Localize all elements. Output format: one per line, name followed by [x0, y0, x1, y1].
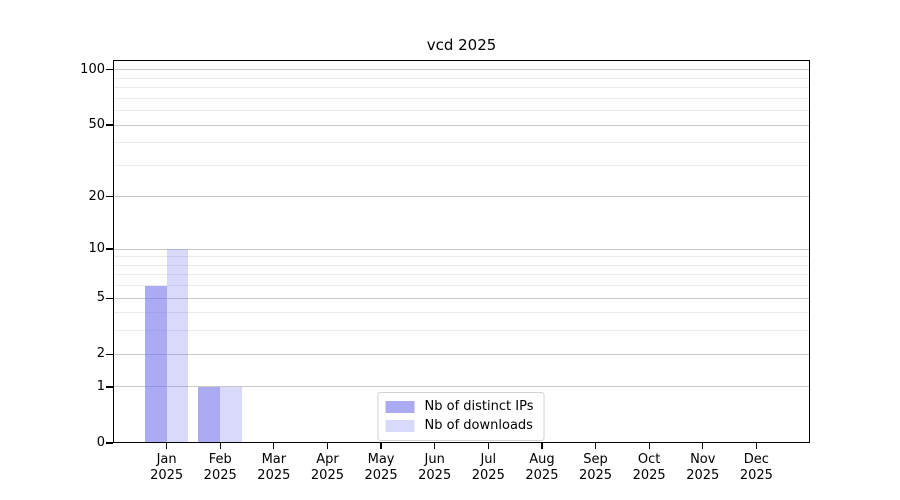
- x-tick-month: Sep: [583, 452, 608, 467]
- y-tick-mark: [106, 124, 113, 126]
- major-gridline: [113, 248, 810, 250]
- x-tick-year: 2025: [203, 468, 237, 483]
- legend-label-downloads: Nb of downloads: [424, 418, 533, 433]
- x-axis-tick-label: Apr 2025: [311, 452, 344, 484]
- x-tick-mark: [219, 443, 221, 449]
- legend-swatch-distinct-ips: [385, 400, 415, 413]
- y-tick-mark: [106, 442, 113, 444]
- minor-gridline: [113, 164, 810, 166]
- x-tick-month: Apr: [316, 452, 339, 467]
- x-axis-tick-label: Oct 2025: [633, 452, 666, 484]
- x-tick-mark: [755, 443, 757, 449]
- x-tick-month: Dec: [743, 452, 769, 467]
- y-axis-tick-label: 2: [96, 346, 105, 362]
- x-axis-tick-label: Nov 2025: [686, 452, 719, 484]
- x-tick-mark: [702, 443, 704, 449]
- major-gridline: [113, 124, 810, 126]
- x-axis-tick-label: Jan 2025: [150, 452, 183, 484]
- minor-gridline: [113, 264, 810, 266]
- minor-gridline: [113, 256, 810, 258]
- major-gridline: [113, 353, 810, 355]
- major-gridline: [113, 69, 810, 71]
- legend-label-distinct-ips: Nb of distinct IPs: [424, 399, 534, 414]
- x-axis-tick-label: Jul 2025: [472, 452, 505, 484]
- chart-title: vcd 2025: [426, 36, 497, 54]
- x-tick-mark: [541, 443, 543, 449]
- x-axis-tick-label: May 2025: [365, 452, 398, 484]
- x-axis-tick-label: Mar 2025: [257, 452, 290, 484]
- minor-gridline: [113, 285, 810, 287]
- x-tick-month: Nov: [690, 452, 716, 467]
- x-tick-month: Aug: [529, 452, 555, 467]
- legend-item-distinct-ips: Nb of distinct IPs: [385, 398, 534, 415]
- x-tick-month: Jul: [480, 452, 497, 467]
- x-axis-tick-label: Aug 2025: [525, 452, 558, 484]
- y-tick-mark: [106, 386, 113, 388]
- x-tick-mark: [273, 443, 275, 449]
- x-axis-tick-label: Sep 2025: [579, 452, 612, 484]
- major-gridline: [113, 196, 810, 198]
- minor-gridline: [113, 77, 810, 79]
- y-tick-mark: [106, 297, 113, 299]
- legend-item-downloads: Nb of downloads: [385, 417, 534, 434]
- minor-gridline: [113, 312, 810, 314]
- minor-gridline: [113, 110, 810, 112]
- x-tick-mark: [434, 443, 436, 449]
- y-tick-mark: [106, 248, 113, 250]
- x-tick-year: 2025: [578, 468, 613, 483]
- y-tick-mark: [106, 196, 113, 198]
- x-tick-year: 2025: [471, 468, 505, 483]
- x-tick-mark: [648, 443, 650, 449]
- x-axis-tick-label: Jun 2025: [418, 452, 451, 484]
- y-tick-mark: [106, 353, 113, 355]
- y-axis-tick-label: 0: [96, 435, 105, 450]
- y-axis-tick-label: 1: [96, 378, 105, 394]
- x-tick-year: 2025: [686, 468, 720, 483]
- x-tick-year: 2025: [739, 468, 773, 483]
- bar-distinct-ips-jan: [144, 285, 167, 443]
- legend: Nb of distinct IPs Nb of downloads: [377, 392, 545, 441]
- x-tick-month: Feb: [208, 452, 232, 467]
- bar-downloads-feb: [220, 386, 243, 443]
- major-gridline: [113, 297, 810, 299]
- x-tick-year: 2025: [364, 468, 398, 483]
- y-axis-tick-label: 100: [80, 61, 105, 77]
- x-tick-mark: [166, 443, 168, 449]
- y-axis-tick-label: 50: [88, 117, 105, 133]
- minor-gridline: [113, 87, 810, 89]
- x-tick-mark: [380, 443, 382, 449]
- x-tick-month: Jan: [156, 452, 177, 467]
- minor-gridline: [113, 142, 810, 144]
- y-axis-tick-label: 20: [88, 188, 105, 204]
- x-tick-year: 2025: [418, 468, 452, 483]
- bar-downloads-jan: [166, 249, 189, 443]
- x-tick-mark: [487, 443, 489, 449]
- x-tick-year: 2025: [632, 468, 666, 483]
- bar-distinct-ips-feb: [198, 386, 221, 443]
- x-tick-year: 2025: [257, 468, 291, 483]
- x-tick-year: 2025: [150, 468, 184, 483]
- x-tick-month: Mar: [261, 452, 287, 467]
- minor-gridline: [113, 97, 810, 99]
- y-axis-tick-label: 10: [88, 241, 105, 257]
- x-tick-mark: [594, 443, 597, 449]
- x-tick-mark: [326, 443, 329, 449]
- x-tick-year: 2025: [525, 468, 559, 483]
- plot-area: [106, 60, 810, 449]
- y-tick-mark: [106, 69, 113, 71]
- x-tick-month: May: [367, 452, 395, 467]
- x-tick-month: Jun: [424, 452, 445, 467]
- x-axis-tick-label: Feb 2025: [204, 452, 237, 484]
- x-axis-tick-label: Dec 2025: [740, 452, 773, 484]
- x-tick-year: 2025: [310, 468, 344, 483]
- minor-gridline: [113, 330, 810, 332]
- major-gridline: [113, 386, 810, 388]
- y-axis-tick-label: 5: [96, 290, 105, 306]
- x-tick-month: Oct: [637, 452, 661, 467]
- legend-swatch-downloads: [385, 419, 415, 432]
- minor-gridline: [113, 274, 810, 276]
